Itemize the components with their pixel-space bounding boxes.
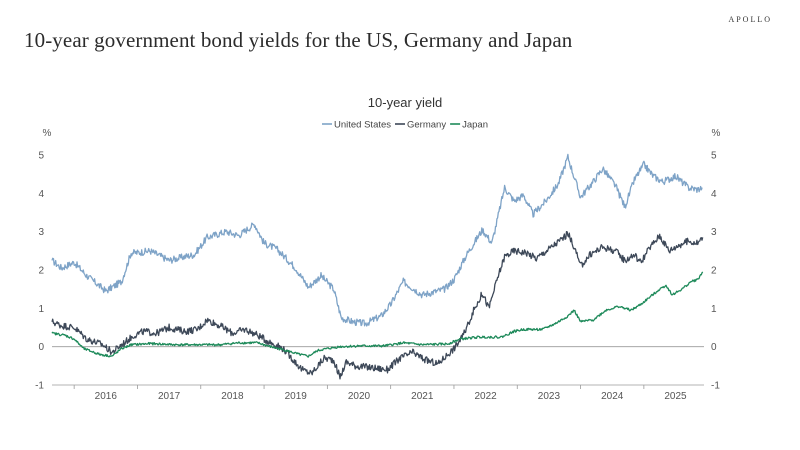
series-line-united-states xyxy=(51,153,703,327)
y-tick-label-right: 0 xyxy=(711,342,717,353)
y-tick-label-left: 1 xyxy=(38,304,44,315)
brand-logo: APOLLO xyxy=(728,15,772,24)
legend-item-germany: Germany xyxy=(395,120,446,131)
y-tick-label-right: 4 xyxy=(711,189,717,200)
chart-lines xyxy=(51,153,704,380)
y-tick-label-right: 1 xyxy=(711,304,717,315)
y-tick-label-right: 5 xyxy=(711,151,717,162)
x-tick-label: 2022 xyxy=(474,391,497,402)
y-tick-label-left: 5 xyxy=(38,151,44,162)
x-tick-label: 2021 xyxy=(411,391,434,402)
chart-legend: United States Germany Japan xyxy=(322,120,488,131)
y-tick-label-right: 2 xyxy=(711,266,717,277)
y-tick-label-left: 2 xyxy=(38,266,44,277)
y-tick-label-right: 3 xyxy=(711,227,717,238)
chart-title: 10-year yield xyxy=(368,95,442,110)
series-line-japan xyxy=(51,271,704,358)
legend-item-united-states: United States xyxy=(322,120,391,131)
left-axis-unit: % xyxy=(43,128,52,139)
y-tick-label-left: -1 xyxy=(35,381,44,392)
y-tick-label-right: -1 xyxy=(711,381,720,392)
y-tick-label-left: 4 xyxy=(38,189,44,200)
slide-title: 10-year government bond yields for the U… xyxy=(24,28,573,52)
x-tick-label: 2016 xyxy=(95,391,118,402)
series-line-germany xyxy=(51,230,704,380)
x-tick-label: 2019 xyxy=(285,391,308,402)
x-tick-label: 2024 xyxy=(601,391,624,402)
x-tick-label: 2020 xyxy=(348,391,371,402)
y-tick-label-left: 0 xyxy=(38,342,44,353)
x-tick-label: 2018 xyxy=(221,391,244,402)
legend-label: Japan xyxy=(462,120,488,131)
y-tick-label-left: 3 xyxy=(38,227,44,238)
legend-item-japan: Japan xyxy=(450,120,488,131)
legend-label: United States xyxy=(334,120,391,131)
right-axis-unit: % xyxy=(712,128,721,139)
x-tick-label: 2025 xyxy=(664,391,687,402)
x-tick-label: 2017 xyxy=(158,391,181,402)
x-tick-label: 2023 xyxy=(538,391,561,402)
legend-label: Germany xyxy=(407,120,446,131)
chart-axes: -1 -1 0 0 1 1 2 2 3 3 4 4 5 5 2016 2017 2018 2019 2020 2021… xyxy=(35,151,720,403)
